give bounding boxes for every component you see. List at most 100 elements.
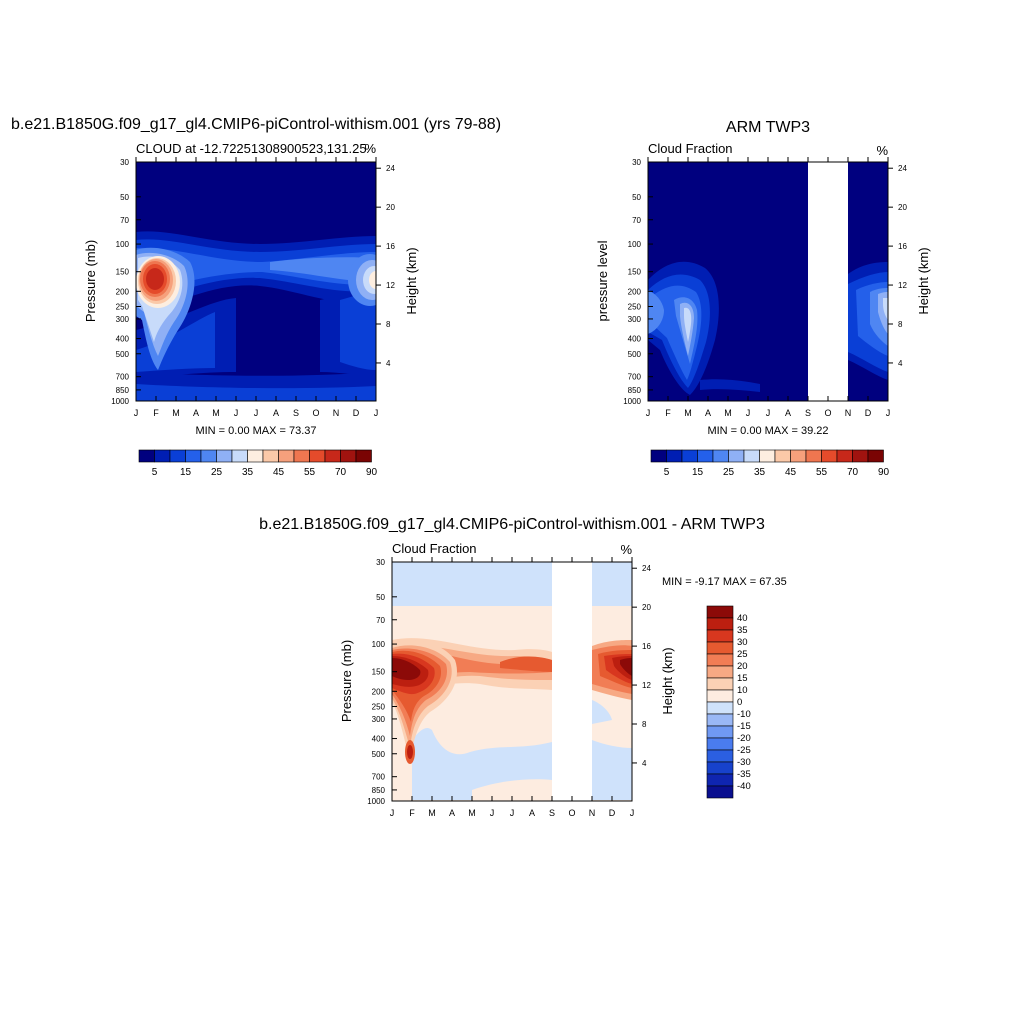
diff-axes: J F M A M J J A S O N D J 30 50 70 100 150 200 250 300 400 500… <box>367 557 651 818</box>
colorbar-box <box>836 449 853 463</box>
x-tick-label: J <box>390 808 395 818</box>
x-tick-label: J <box>234 408 239 418</box>
y-right-tick-label: 4 <box>386 359 391 368</box>
colorbar-box <box>309 449 326 463</box>
obs-units: % <box>876 143 888 158</box>
y-right-tick-label: 4 <box>642 759 647 768</box>
colorbar-box <box>216 449 233 463</box>
y-tick-label: 1000 <box>111 397 129 406</box>
colorbar-label: 5 <box>664 467 670 478</box>
x-tick-label: D <box>609 808 616 818</box>
colorbar-label: 25 <box>737 649 748 660</box>
x-tick-label: A <box>529 808 535 818</box>
x-tick-label: D <box>353 408 360 418</box>
y-tick-label: 30 <box>120 158 129 167</box>
colorbar-box <box>278 449 295 463</box>
x-tick-label: O <box>568 808 575 818</box>
colorbar-box <box>706 605 734 619</box>
y-tick-label: 400 <box>628 335 642 344</box>
diff-panel: b.e21.B1850G.f09_g17_gl4.CMIP6-piControl… <box>259 516 787 818</box>
y-right-tick-label: 24 <box>386 164 395 173</box>
y-tick-label: 50 <box>120 193 129 202</box>
y-tick-label: 30 <box>632 158 641 167</box>
colorbar-label: 5 <box>152 467 158 478</box>
x-tick-label: J <box>766 408 771 418</box>
x-tick-label: J <box>134 408 139 418</box>
y-tick-label: 100 <box>372 640 386 649</box>
colorbar-box <box>712 449 729 463</box>
colorbar-label: -15 <box>737 721 751 732</box>
y-tick-label: 150 <box>372 668 386 677</box>
y-tick-label: 400 <box>116 335 130 344</box>
colorbar-box <box>867 449 884 463</box>
colorbar-box <box>293 449 310 463</box>
colorbar-box <box>706 641 734 655</box>
y-tick-label: 700 <box>628 373 642 382</box>
colorbar-box <box>706 677 734 691</box>
y-tick-label: 70 <box>376 616 385 625</box>
diff-ylabel: Pressure (mb) <box>339 640 354 722</box>
colorbar-box <box>706 617 734 631</box>
colorbar-label: 15 <box>180 467 192 478</box>
x-tick-label: J <box>510 808 515 818</box>
colorbar-label: 10 <box>737 685 748 696</box>
y-right-tick-label: 24 <box>898 164 907 173</box>
x-tick-label: F <box>153 408 159 418</box>
x-tick-label: S <box>805 408 811 418</box>
x-tick-label: O <box>824 408 831 418</box>
model-subtitle: CLOUD at -12.72251308900523,131.25 <box>136 141 367 156</box>
colorbar-box <box>247 449 264 463</box>
colorbar-label: -40 <box>737 781 751 792</box>
y-tick-label: 50 <box>632 193 641 202</box>
colorbar-label: 70 <box>335 467 347 478</box>
x-tick-label: N <box>845 408 852 418</box>
model-ylabel-right: Height (km) <box>404 247 419 314</box>
x-tick-label: M <box>212 408 220 418</box>
colorbar-label: 30 <box>737 637 748 648</box>
colorbar-box <box>852 449 869 463</box>
y-tick-label: 400 <box>372 735 386 744</box>
y-tick-label: 50 <box>376 593 385 602</box>
x-tick-label: N <box>589 808 596 818</box>
y-tick-label: 500 <box>116 350 130 359</box>
colorbar-box <box>138 449 155 463</box>
colorbar-box <box>706 725 734 739</box>
y-tick-label: 70 <box>120 216 129 225</box>
x-tick-label: M <box>684 408 692 418</box>
colorbar-label: 25 <box>723 467 735 478</box>
colorbar-label: 90 <box>878 467 890 478</box>
y-right-tick-label: 24 <box>642 564 651 573</box>
colorbar-label: 15 <box>737 673 748 684</box>
y-tick-label: 200 <box>116 287 130 296</box>
diff-field <box>392 562 632 801</box>
colorbar-box <box>666 449 683 463</box>
y-tick-label: 200 <box>628 287 642 296</box>
y-right-tick-label: 8 <box>642 720 647 729</box>
x-tick-label: M <box>724 408 732 418</box>
x-tick-label: O <box>312 408 319 418</box>
y-right-tick-label: 8 <box>898 320 903 329</box>
y-right-tick-label: 4 <box>898 359 903 368</box>
y-tick-label: 1000 <box>367 797 385 806</box>
y-tick-label: 300 <box>628 315 642 324</box>
colorbar-box <box>790 449 807 463</box>
colorbar-label: -35 <box>737 769 751 780</box>
y-tick-label: 200 <box>372 687 386 696</box>
y-right-tick-label: 16 <box>642 642 651 651</box>
y-tick-label: 500 <box>628 350 642 359</box>
obs-colorbar: 5 15 25 35 45 55 70 90 <box>650 449 890 478</box>
colorbar-box <box>805 449 822 463</box>
colorbar-box <box>650 449 667 463</box>
colorbar-box <box>355 449 372 463</box>
colorbar-label: 25 <box>211 467 223 478</box>
y-tick-label: 250 <box>628 303 642 312</box>
y-tick-label: 30 <box>376 558 385 567</box>
y-right-tick-label: 12 <box>642 681 651 690</box>
model-units: % <box>364 141 376 156</box>
obs-axes: J F M A M J J A S O N D J 30 50 70 100 150 200 250 300 400 500… <box>623 157 907 418</box>
obs-panel: ARM TWP3 Cloud Fraction % J F M A M J J A S O N D J 3… <box>595 119 931 478</box>
colorbar-box <box>706 629 734 643</box>
model-colorbar: 5 15 25 35 45 55 70 90 <box>138 449 377 478</box>
colorbar-label: 45 <box>785 467 797 478</box>
